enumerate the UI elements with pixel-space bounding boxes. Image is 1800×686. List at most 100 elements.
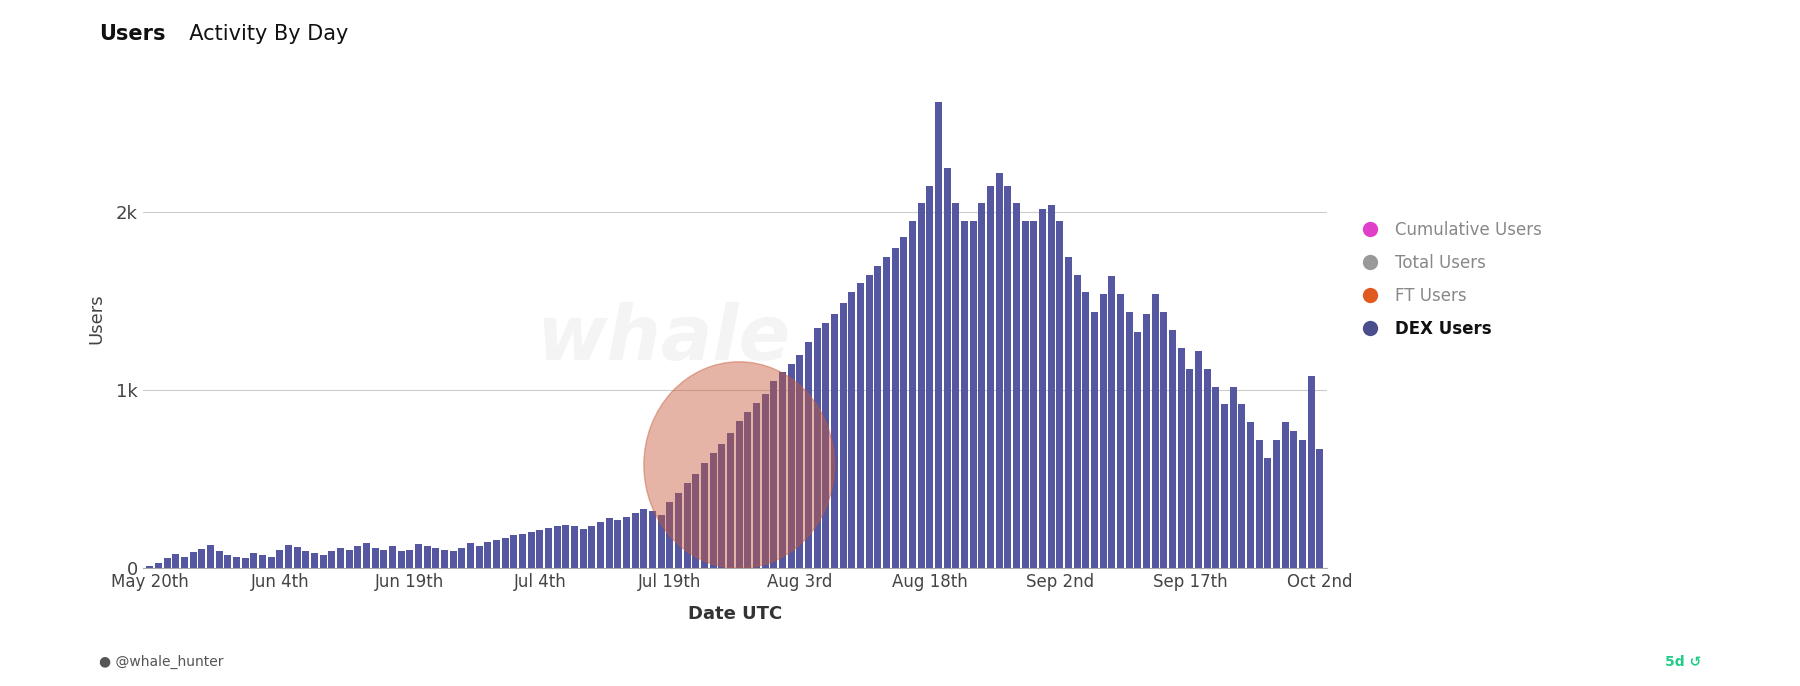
Bar	[1229, 387, 1237, 568]
Bar	[493, 540, 500, 568]
Bar	[961, 221, 968, 568]
Bar	[614, 520, 621, 568]
Bar	[328, 552, 335, 568]
Bar	[1264, 458, 1271, 568]
Bar	[416, 544, 421, 568]
Ellipse shape	[644, 362, 835, 568]
Bar	[736, 421, 743, 568]
Bar	[545, 528, 553, 568]
Bar	[475, 546, 482, 568]
Bar	[700, 463, 707, 568]
Bar	[407, 549, 414, 568]
Bar	[268, 556, 275, 568]
Bar	[666, 502, 673, 568]
Bar	[250, 553, 257, 568]
Bar	[207, 545, 214, 568]
Bar	[918, 203, 925, 568]
Bar	[189, 552, 196, 568]
Bar	[371, 547, 378, 568]
Bar	[509, 535, 517, 568]
Bar	[450, 552, 457, 568]
Bar	[832, 314, 839, 568]
Bar	[1161, 312, 1168, 568]
Bar	[657, 514, 664, 568]
Text: 5d ↺: 5d ↺	[1665, 655, 1701, 669]
Bar	[216, 552, 223, 568]
Bar	[927, 186, 934, 568]
Bar	[284, 545, 292, 568]
Bar	[1152, 294, 1159, 568]
Bar	[891, 248, 898, 568]
Bar	[1316, 449, 1323, 568]
Bar	[866, 274, 873, 568]
Bar	[1247, 423, 1255, 568]
Bar	[875, 265, 882, 568]
Bar	[432, 547, 439, 568]
Text: ● @whale_hunter: ● @whale_hunter	[99, 654, 223, 669]
Bar	[311, 553, 319, 568]
Bar	[718, 444, 725, 568]
X-axis label: Date UTC: Date UTC	[688, 605, 781, 623]
Bar	[1022, 221, 1030, 568]
Bar	[232, 556, 239, 568]
Text: whale: whale	[536, 302, 790, 376]
Bar	[1004, 186, 1012, 568]
Bar	[675, 493, 682, 568]
Bar	[1066, 257, 1073, 568]
Bar	[1256, 440, 1264, 568]
Bar	[857, 283, 864, 568]
Bar	[562, 525, 569, 568]
Bar	[900, 237, 907, 568]
Bar	[839, 303, 846, 568]
Bar	[1204, 369, 1211, 568]
Bar	[1143, 314, 1150, 568]
Bar	[398, 552, 405, 568]
Bar	[1238, 405, 1246, 568]
Bar	[752, 403, 760, 568]
Bar	[502, 538, 509, 568]
Bar	[641, 510, 648, 568]
Bar	[225, 555, 232, 568]
Bar	[684, 483, 691, 568]
Bar	[970, 221, 977, 568]
Bar	[934, 102, 941, 568]
Bar	[623, 517, 630, 568]
Bar	[389, 546, 396, 568]
Bar	[743, 412, 751, 568]
Bar	[1100, 294, 1107, 568]
Bar	[518, 534, 526, 568]
Bar	[1125, 312, 1132, 568]
Bar	[293, 547, 301, 568]
Bar	[180, 556, 187, 568]
Bar	[198, 549, 205, 568]
Bar	[848, 292, 855, 568]
Bar	[441, 549, 448, 568]
Bar	[979, 203, 985, 568]
Bar	[632, 513, 639, 568]
Bar	[727, 433, 734, 568]
Bar	[779, 372, 787, 568]
Bar	[1220, 405, 1228, 568]
Text: Users: Users	[99, 24, 166, 44]
Bar	[589, 525, 596, 568]
Bar	[1109, 276, 1116, 568]
Bar	[1273, 440, 1280, 568]
Bar	[275, 549, 283, 568]
Bar	[580, 529, 587, 568]
Bar	[709, 453, 716, 568]
Bar	[1057, 221, 1064, 568]
Bar	[1118, 294, 1125, 568]
Bar	[173, 554, 180, 568]
Bar	[527, 532, 535, 568]
Bar	[466, 543, 473, 568]
Bar	[693, 474, 700, 568]
Bar	[796, 355, 803, 568]
Bar	[1195, 351, 1202, 568]
Bar	[986, 186, 994, 568]
Bar	[788, 364, 796, 568]
Y-axis label: Users: Users	[86, 294, 104, 344]
Bar	[346, 549, 353, 568]
Bar	[823, 322, 830, 568]
Bar	[884, 257, 889, 568]
Bar	[1091, 312, 1098, 568]
